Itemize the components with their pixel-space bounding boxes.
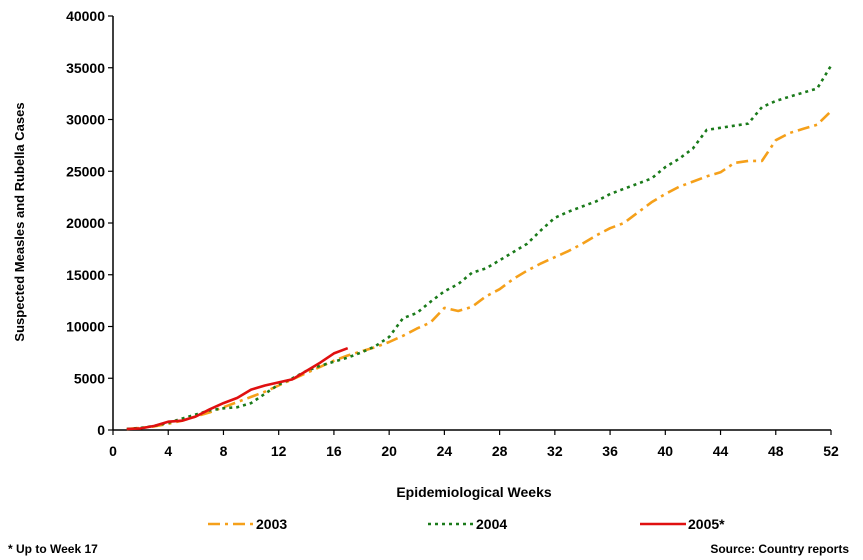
footnote-source: Source: Country reports <box>710 542 849 556</box>
legend: 2003 2004 2005* <box>208 516 725 532</box>
legend-label: 2005* <box>688 516 725 532</box>
x-tick-label: 8 <box>220 443 228 459</box>
series-layer <box>126 65 833 431</box>
y-tick-label: 25000 <box>66 163 105 179</box>
y-tick-label: 30000 <box>66 112 105 128</box>
x-tick-label: 48 <box>768 443 784 459</box>
y-tick-label: 40000 <box>66 8 105 24</box>
y-axis-label: Suspected Measles and Rubella Cases <box>12 102 27 341</box>
y-tick-label: 5000 <box>74 370 105 386</box>
x-tick-label: 40 <box>658 443 674 459</box>
x-tick-label: 24 <box>437 443 453 459</box>
x-tick-label: 36 <box>602 443 618 459</box>
y-axis: 0 5000 10000 15000 20000 25000 30000 35000 40000 <box>66 8 114 438</box>
footnote-left: * Up to Week 17 <box>8 542 98 556</box>
x-tick-label: 20 <box>381 443 397 459</box>
y-tick-label: 0 <box>97 422 105 438</box>
x-tick-label: 0 <box>109 443 117 459</box>
x-tick-label: 32 <box>547 443 563 459</box>
x-tick-label: 16 <box>326 443 342 459</box>
x-tick-label: 44 <box>713 443 729 459</box>
x-axis: 0 4 8 12 16 20 24 28 32 36 40 44 48 52 <box>109 429 839 459</box>
series-line-2005 <box>126 346 349 431</box>
y-tick-label: 20000 <box>66 215 105 231</box>
x-tick-label: 52 <box>823 443 839 459</box>
legend-label: 2003 <box>256 516 287 532</box>
x-tick-label: 4 <box>164 443 172 459</box>
series-line-2004 <box>126 65 833 431</box>
x-tick-label: 12 <box>271 443 287 459</box>
x-tick-label: 28 <box>492 443 508 459</box>
y-tick-label: 10000 <box>66 319 105 335</box>
y-tick-label: 15000 <box>66 267 105 283</box>
series-line-2003 <box>126 110 832 431</box>
x-axis-label: Epidemiological Weeks <box>396 484 552 500</box>
y-tick-label: 35000 <box>66 60 105 76</box>
legend-label: 2004 <box>476 516 507 532</box>
